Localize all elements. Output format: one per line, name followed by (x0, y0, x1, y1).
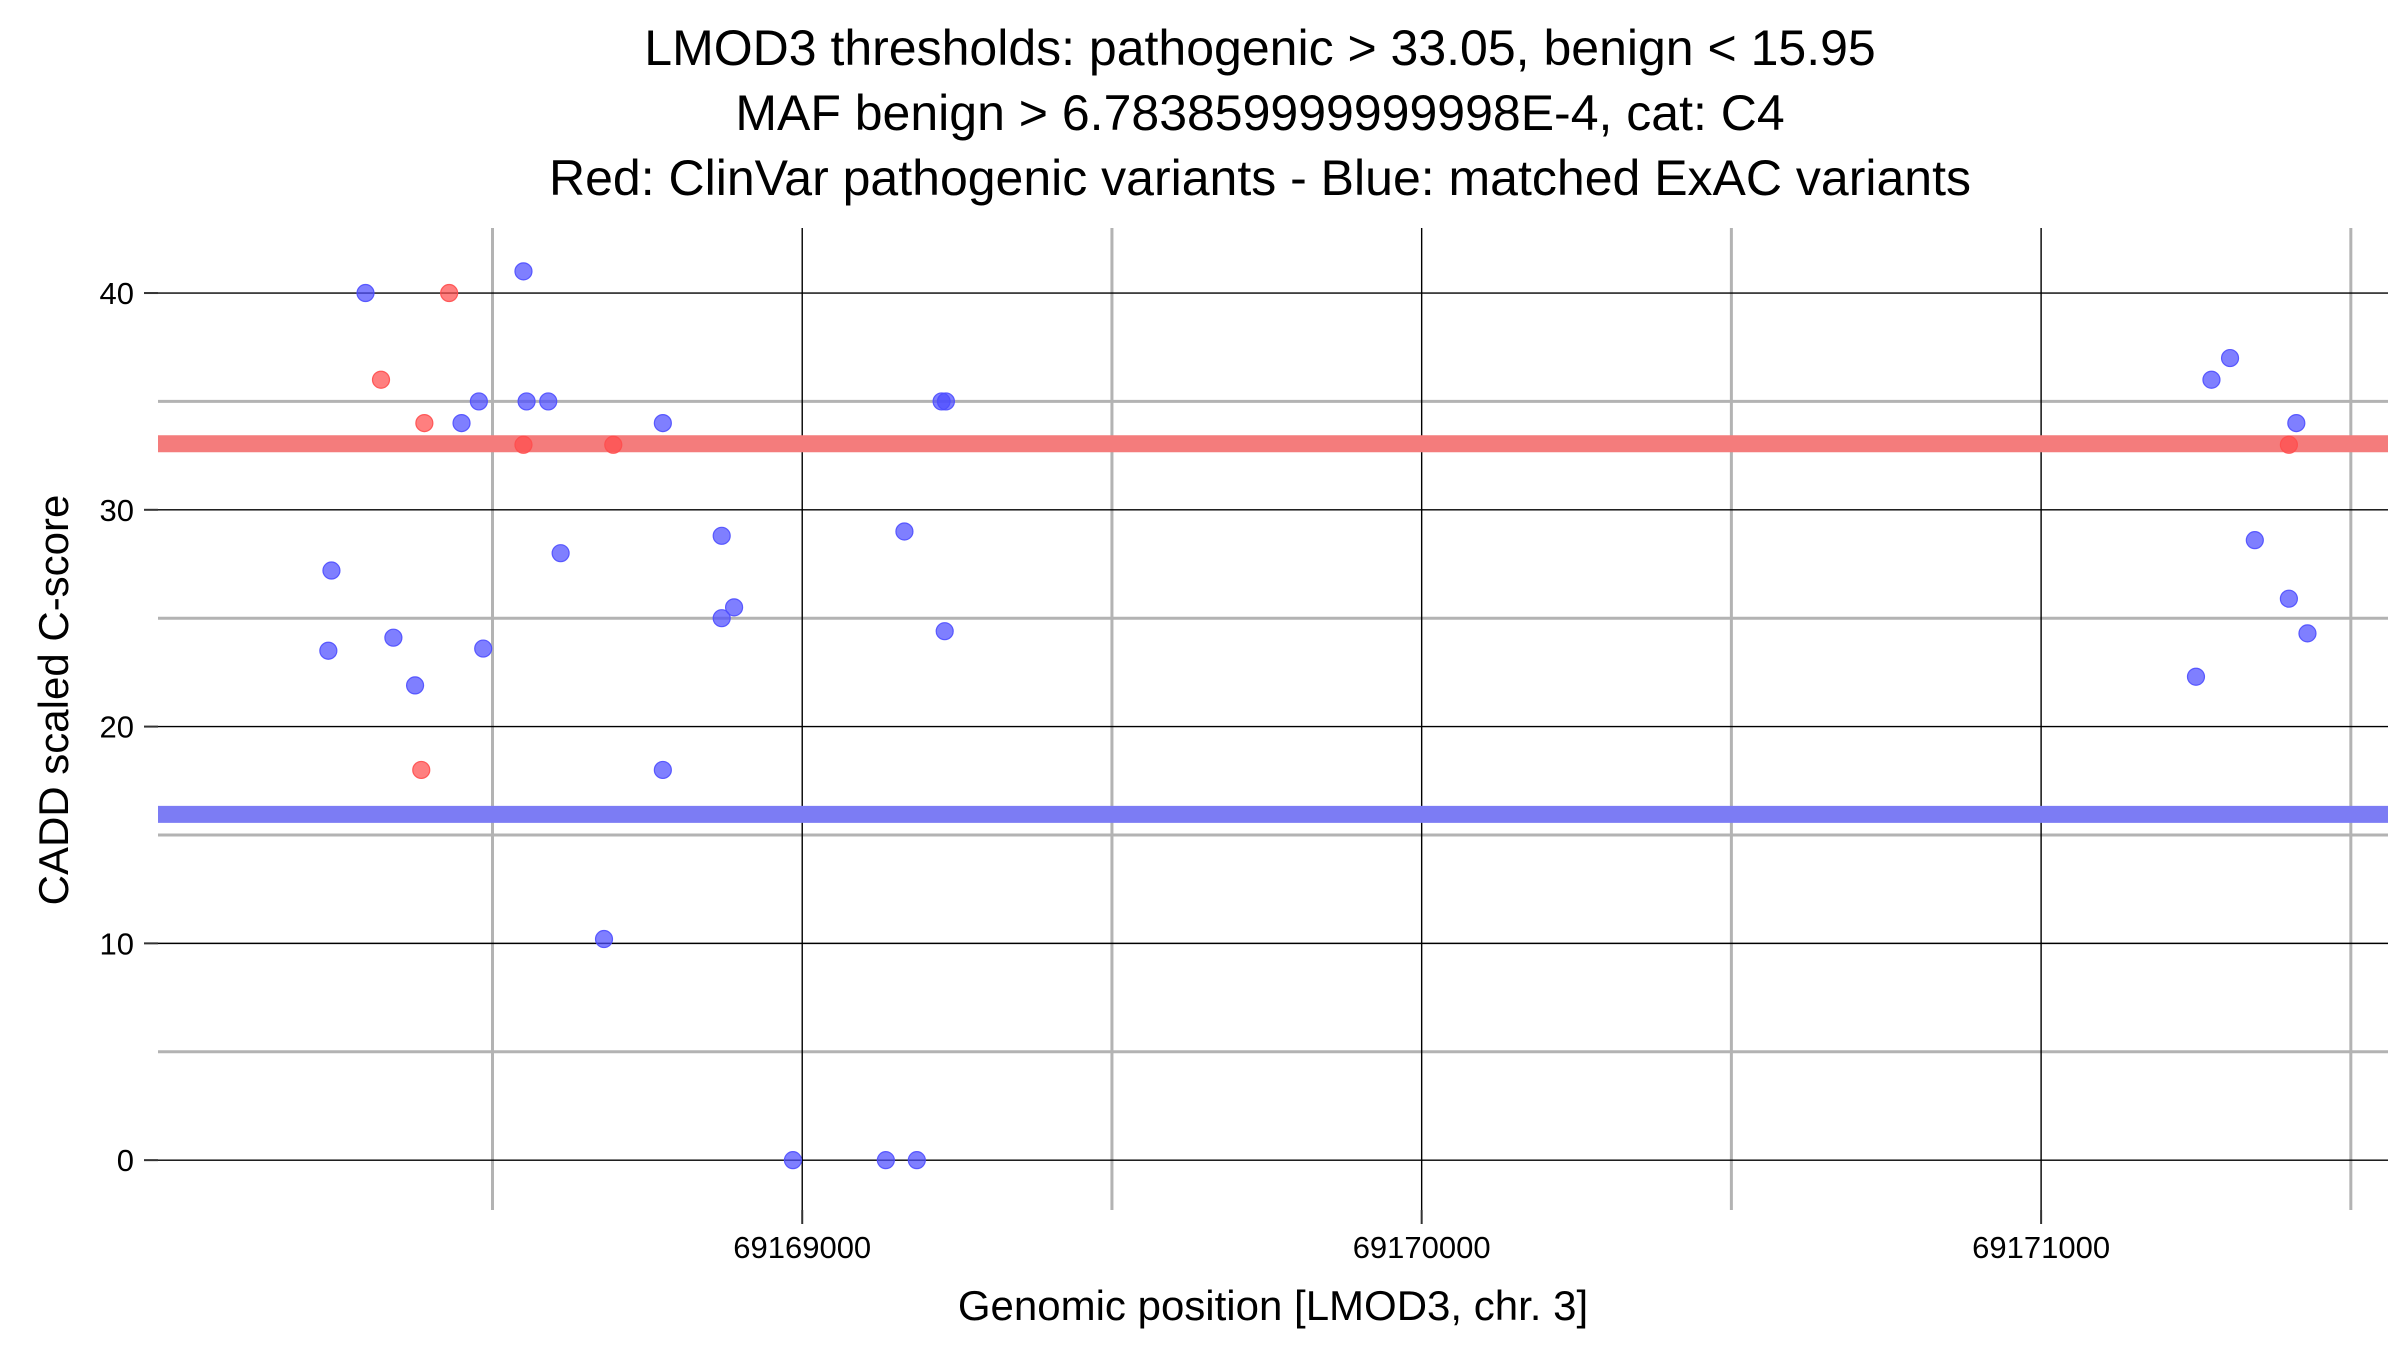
data-point-exac-6 (469, 392, 488, 411)
data-point-exac-1 (322, 561, 341, 580)
y-tick-label-4: 40 (100, 276, 134, 311)
data-point-exac-15 (712, 526, 731, 545)
data-point-exac-27 (2220, 348, 2240, 368)
data-point-clinvar-1 (440, 283, 459, 303)
axes: 0 10 20 30 40 69169000 69170000 69171000 (100, 276, 2111, 1265)
data-point-exac-25 (2186, 667, 2206, 686)
data-point-exac-13 (653, 413, 672, 433)
data-point-exac-11 (551, 544, 570, 563)
data-point-exac-14 (653, 760, 672, 780)
data-point-exac-20 (895, 522, 914, 541)
data-points (319, 262, 2317, 1170)
chart-title-line-1: LMOD3 thresholds: pathogenic > 33.05, be… (644, 20, 1875, 76)
data-point-exac-3 (384, 628, 403, 647)
data-point-exac-16 (712, 609, 731, 628)
data-point-clinvar-0 (371, 370, 391, 389)
data-point-clinvar-3 (412, 760, 431, 780)
data-point-exac-23 (936, 392, 956, 411)
data-point-exac-30 (2287, 413, 2306, 433)
data-point-exac-18 (783, 1151, 803, 1170)
data-point-exac-0 (319, 641, 338, 660)
data-point-clinvar-6 (2279, 435, 2298, 454)
data-point-clinvar-5 (604, 435, 623, 454)
x-tick-label-0: 69169000 (733, 1230, 871, 1265)
x-tick-label-1: 69170000 (1353, 1230, 1491, 1265)
data-point-exac-12 (594, 929, 614, 949)
data-point-exac-29 (2279, 589, 2298, 608)
x-tick-label-2: 69171000 (1972, 1230, 2110, 1265)
data-point-clinvar-2 (415, 413, 434, 433)
y-tick-label-0: 0 (117, 1143, 134, 1178)
data-point-exac-2 (356, 283, 375, 303)
data-point-exac-19 (876, 1151, 895, 1170)
chart-title-line-3: Red: ClinVar pathogenic variants - Blue:… (549, 150, 1971, 206)
data-point-exac-8 (514, 262, 533, 281)
data-point-exac-31 (2298, 624, 2317, 643)
x-axis-title: Genomic position [LMOD3, chr. 3] (958, 1282, 1588, 1329)
y-tick-label-3: 30 (100, 493, 134, 528)
data-point-exac-17 (724, 598, 744, 617)
data-point-exac-21 (907, 1151, 926, 1170)
y-tick-label-1: 10 (100, 926, 134, 961)
data-point-clinvar-4 (514, 435, 533, 454)
data-point-exac-4 (405, 676, 425, 695)
data-point-exac-24 (935, 622, 954, 641)
chart-title-line-2: MAF benign > 6.783859999999998E-4, cat: … (735, 85, 1784, 141)
y-axis-title: CADD scaled C-score (30, 495, 77, 906)
y-tick-label-2: 20 (100, 710, 134, 745)
data-point-exac-7 (474, 639, 493, 658)
grid (158, 228, 2388, 1210)
data-point-exac-28 (2245, 531, 2264, 550)
data-point-exac-26 (2202, 370, 2221, 389)
data-point-exac-5 (452, 413, 471, 433)
data-point-exac-10 (539, 392, 558, 411)
data-point-exac-9 (517, 392, 536, 411)
